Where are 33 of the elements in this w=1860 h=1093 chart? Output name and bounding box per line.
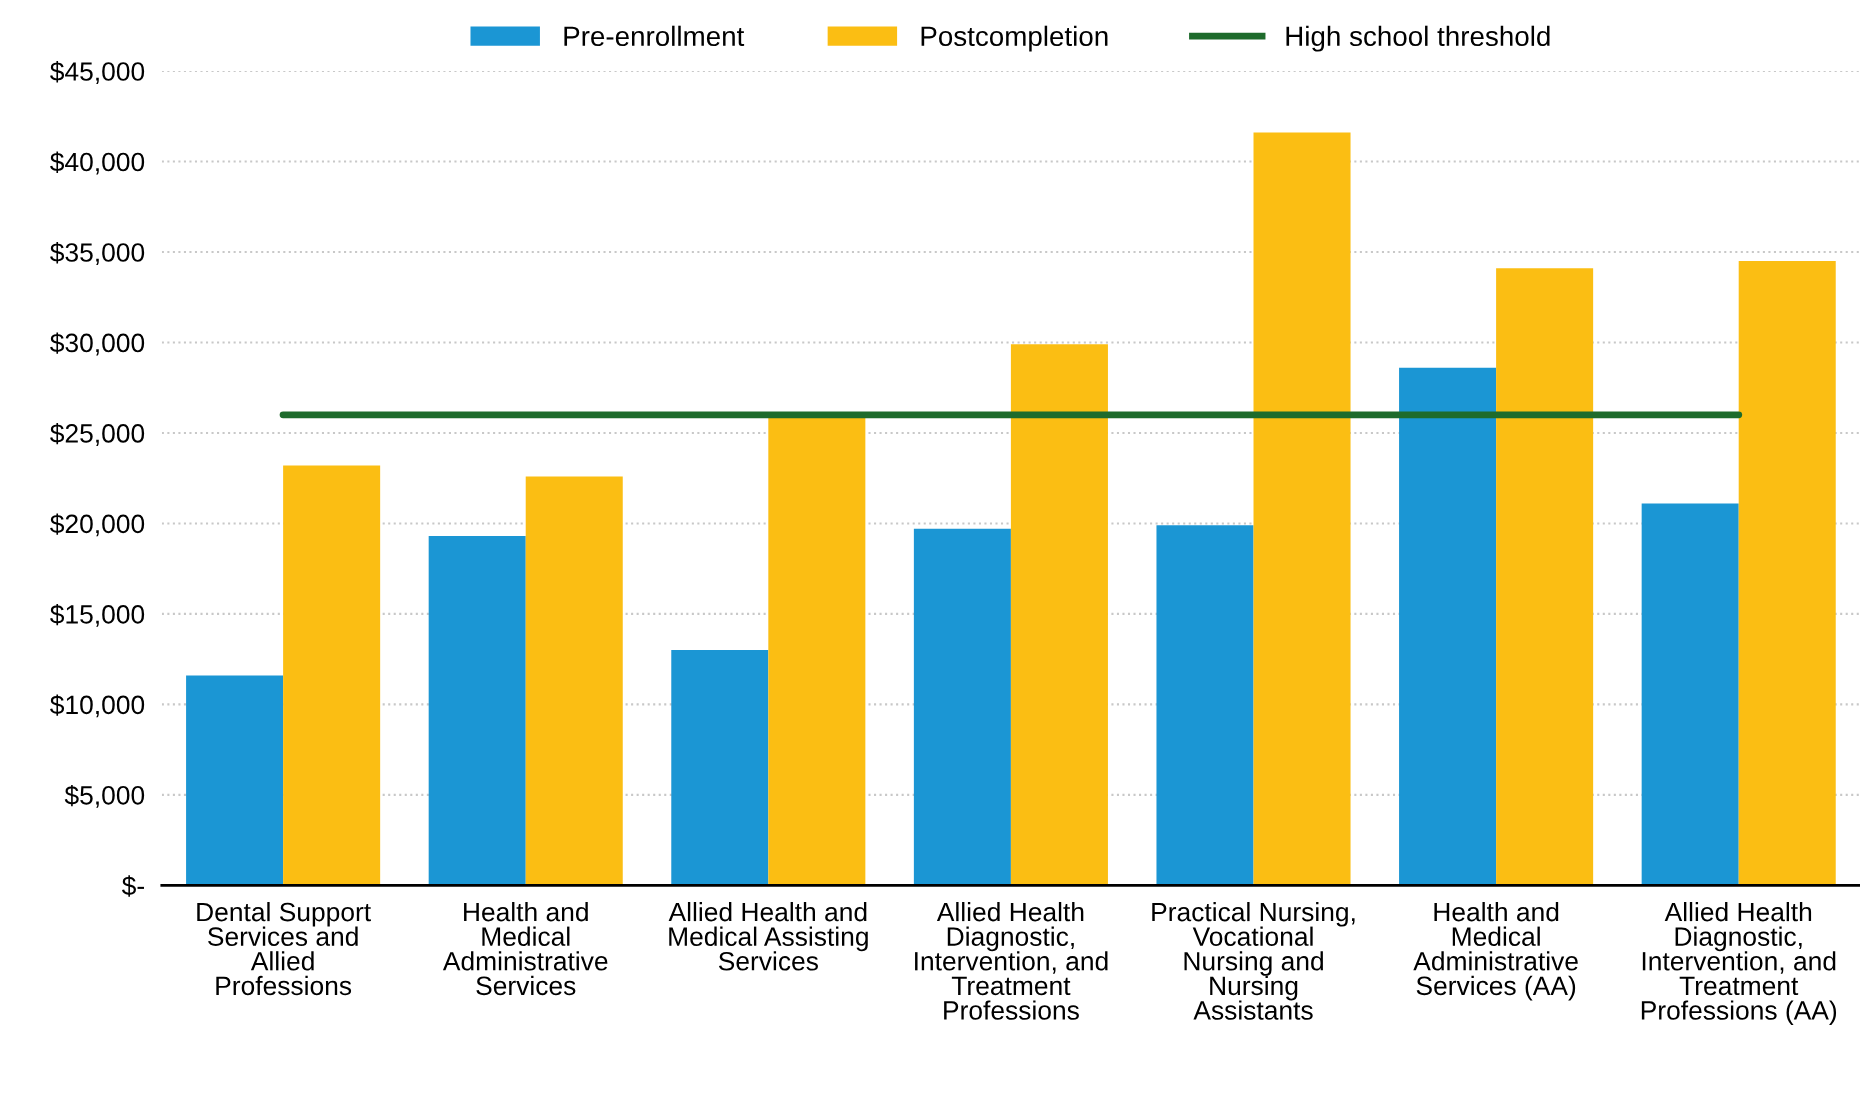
bar	[1641, 503, 1739, 886]
bar	[1738, 261, 1836, 886]
bar	[1156, 525, 1254, 886]
y-tick-label: $45,000	[50, 61, 145, 84]
y-tick-label: $40,000	[50, 151, 145, 175]
y-tick-label: $-	[121, 875, 144, 897]
y-tick-label: $5,000	[64, 784, 145, 808]
y-tick-label: $20,000	[50, 513, 145, 537]
bar	[1496, 268, 1594, 886]
x-tick-label: Practical Nursing, Vocational Nursing and Nursing Assistants	[1152, 902, 1355, 1020]
bar	[186, 675, 284, 886]
bar	[525, 476, 623, 886]
legend-label: Postcompletion	[921, 25, 1108, 52]
x-tick-label: Dental Support Services and Allied Professions	[197, 902, 371, 996]
bar	[1010, 344, 1108, 886]
bar	[913, 528, 1011, 886]
bar	[283, 465, 381, 886]
bar	[1253, 132, 1351, 886]
legend-label: Pre-enrollment	[564, 25, 745, 47]
y-tick-label: $30,000	[50, 332, 145, 356]
bar	[671, 650, 769, 886]
x-tick-label: Allied Health Diagnostic, Intervention, and Treatment Professions (AA)	[1641, 902, 1837, 1025]
x-tick-label: Health and Medical Administrative Services	[442, 902, 608, 996]
x-tick-label: Allied Health Diagnostic, Intervention, and Treatment Professions	[915, 902, 1108, 1020]
bar	[428, 536, 526, 886]
y-tick-label: $35,000	[50, 242, 145, 265]
x-tick-label: Allied Health and Medical Assisting Services	[668, 902, 868, 971]
y-tick-label: $25,000	[50, 422, 145, 446]
y-tick-label: $10,000	[50, 694, 145, 718]
x-tick-label: Health and Medical Administrative Services (AA)	[1413, 902, 1578, 1001]
bar	[1399, 367, 1497, 886]
y-tick-label: $15,000	[50, 603, 145, 627]
legend-label: High school threshold	[1286, 25, 1550, 52]
